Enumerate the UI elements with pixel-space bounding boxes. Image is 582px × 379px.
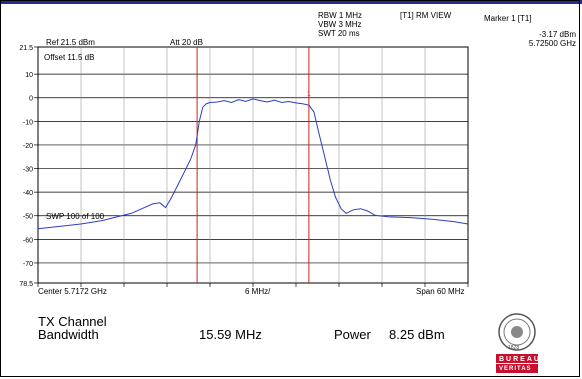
y-tick-label: -10 xyxy=(23,119,33,126)
vbw-label: VBW 3 MHz xyxy=(318,20,362,29)
marker-title: Marker 1 [T1] xyxy=(484,14,532,23)
y-tick-label: 0 xyxy=(29,96,33,103)
trace-mode-label: [T1] RM VIEW xyxy=(400,11,452,20)
y-tick-label: -60 xyxy=(23,237,33,244)
sweep-count-label: SWP 100 of 100 xyxy=(46,212,105,221)
logo-year: 1828 xyxy=(508,345,520,351)
span-label: Span 60 MHz xyxy=(416,287,465,296)
spectrum-trace xyxy=(37,98,469,230)
top-color-band xyxy=(0,0,582,4)
y-tick-labels: 21.5 10 0 -10 -20 -30 -40 -50 -60 -70 78.5 xyxy=(19,45,33,288)
y-tick-label: 78.5 xyxy=(19,281,33,288)
marker-point-label: 1 xyxy=(307,91,311,98)
power-value: 8.25 dBm xyxy=(389,327,445,342)
tx-channel-label-line1: TX Channel xyxy=(38,314,107,329)
power-label: Power xyxy=(334,327,371,342)
y-tick-label: 21.5 xyxy=(19,45,33,52)
swt-label: SWT 20 ms xyxy=(318,29,360,38)
marker-level: -3.17 dBm xyxy=(539,30,576,39)
bandwidth-value: 15.59 MHz xyxy=(199,327,262,342)
y-tick-label: -20 xyxy=(23,143,33,150)
y-tick-label: -50 xyxy=(23,214,33,221)
center-frequency-label: Center 5.7172 GHz xyxy=(38,287,107,296)
ref-level-label: Ref 21.5 dBm xyxy=(46,38,95,47)
y-tick-label: -40 xyxy=(23,190,33,197)
rbw-label: RBW 1 MHz xyxy=(318,11,362,20)
marker-frequency: 5.72500 GHz xyxy=(528,39,576,48)
offset-label: Offset 11.5 dB xyxy=(44,53,95,62)
y-tick-label: -30 xyxy=(23,167,33,174)
attenuation-label: Att 20 dB xyxy=(170,38,203,47)
logo-band-top: BUREAU xyxy=(499,356,541,363)
tx-channel-label-line2: Bandwidth xyxy=(38,327,99,342)
y-tick-label: 10 xyxy=(25,72,33,79)
per-division-label: 6 MHz/ xyxy=(245,287,271,296)
channel-markers xyxy=(196,47,310,283)
y-tick-label: -70 xyxy=(23,261,33,268)
plot-grid xyxy=(34,46,469,287)
logo-band-bottom: VERITAS xyxy=(499,366,532,372)
